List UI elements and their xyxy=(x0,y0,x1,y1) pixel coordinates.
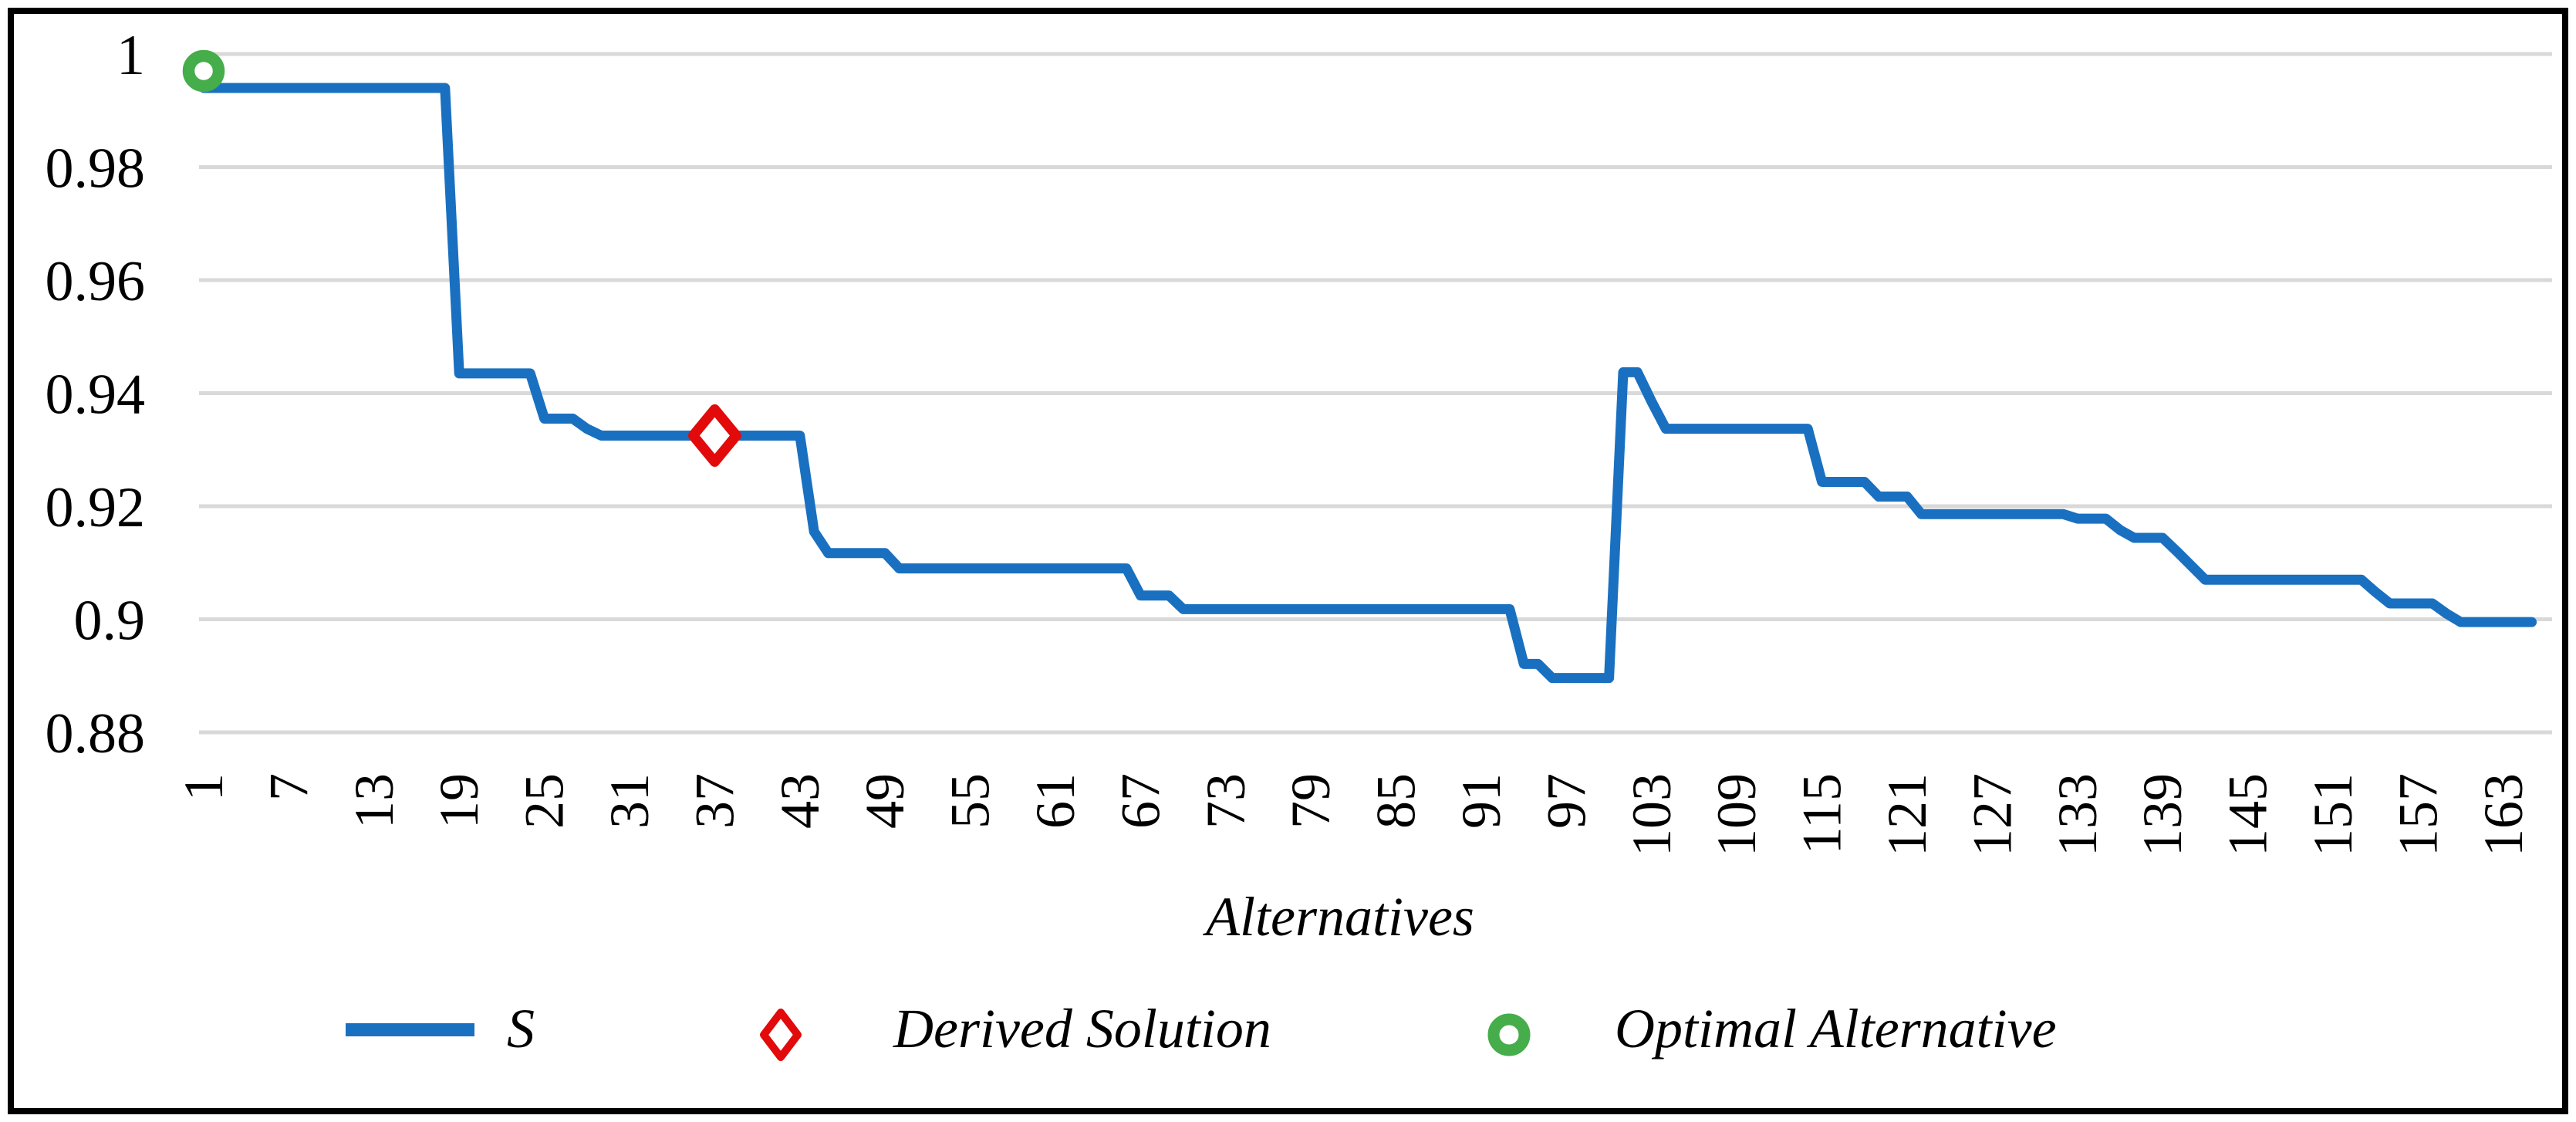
optimal-alternative-marker xyxy=(182,49,225,93)
x-tick-label: 49 xyxy=(854,773,916,829)
x-tick-label: 97 xyxy=(1535,773,1597,829)
x-tick-label: 151 xyxy=(2302,773,2364,857)
y-tick-label: 0.94 xyxy=(46,363,146,427)
gridlines xyxy=(199,52,2552,735)
legend-s-line-swatch xyxy=(346,1023,474,1036)
x-tick-label: 109 xyxy=(1706,773,1767,857)
x-tick-label: 55 xyxy=(940,773,1001,829)
x-tick-label: 103 xyxy=(1621,773,1683,857)
y-tick-label: 1 xyxy=(116,24,145,87)
x-tick-label: 7 xyxy=(258,773,319,801)
x-tick-label: 37 xyxy=(684,773,745,829)
x-axis-tick-labels: 1 7 13 19 25 31 37 43 49 55 61 67 73 79 85 91 97 103 109 11… xyxy=(173,773,2534,857)
x-tick-label: 1 xyxy=(173,773,235,801)
x-tick-label: 19 xyxy=(428,773,490,829)
x-tick-label: 79 xyxy=(1280,773,1342,829)
x-tick-label: 61 xyxy=(1025,773,1086,829)
x-tick-label: 145 xyxy=(2217,773,2279,857)
legend-s-label: S xyxy=(507,998,535,1059)
x-axis-title: Alternatives xyxy=(1206,886,1474,948)
y-tick-label: 0.96 xyxy=(46,250,146,313)
y-tick-label: 0.9 xyxy=(74,590,146,653)
derived-solution-marker xyxy=(687,404,741,467)
y-tick-label: 0.98 xyxy=(46,137,146,201)
x-tick-label: 115 xyxy=(1791,773,1853,854)
x-tick-label: 85 xyxy=(1366,773,1427,829)
x-tick-label: 31 xyxy=(599,773,660,829)
x-tick-label: 13 xyxy=(343,773,405,829)
legend-derived-diamond-icon xyxy=(760,1009,802,1061)
x-tick-label: 139 xyxy=(2132,773,2193,857)
y-axis-tick-labels: 1 0.98 0.96 0.94 0.92 0.9 0.88 xyxy=(46,24,146,765)
y-tick-label: 0.92 xyxy=(46,476,146,539)
x-tick-label: 73 xyxy=(1195,773,1257,829)
x-tick-label: 67 xyxy=(1109,773,1171,829)
x-tick-label: 121 xyxy=(1876,773,1938,857)
legend-optimal-circle-icon xyxy=(1487,1013,1531,1056)
x-tick-label: 133 xyxy=(2047,773,2108,857)
y-tick-label: 0.88 xyxy=(46,702,146,765)
legend-optimal-label: Optimal Alternative xyxy=(1615,998,2057,1059)
x-tick-label: 25 xyxy=(514,773,576,829)
x-tick-label: 157 xyxy=(2387,773,2449,857)
x-tick-label: 127 xyxy=(1961,773,2023,857)
legend-derived-label: Derived Solution xyxy=(893,998,1271,1059)
x-tick-label: 91 xyxy=(1450,773,1512,829)
x-tick-label: 43 xyxy=(769,773,831,829)
series-line-s xyxy=(198,83,2537,684)
x-tick-label: 163 xyxy=(2473,773,2534,857)
